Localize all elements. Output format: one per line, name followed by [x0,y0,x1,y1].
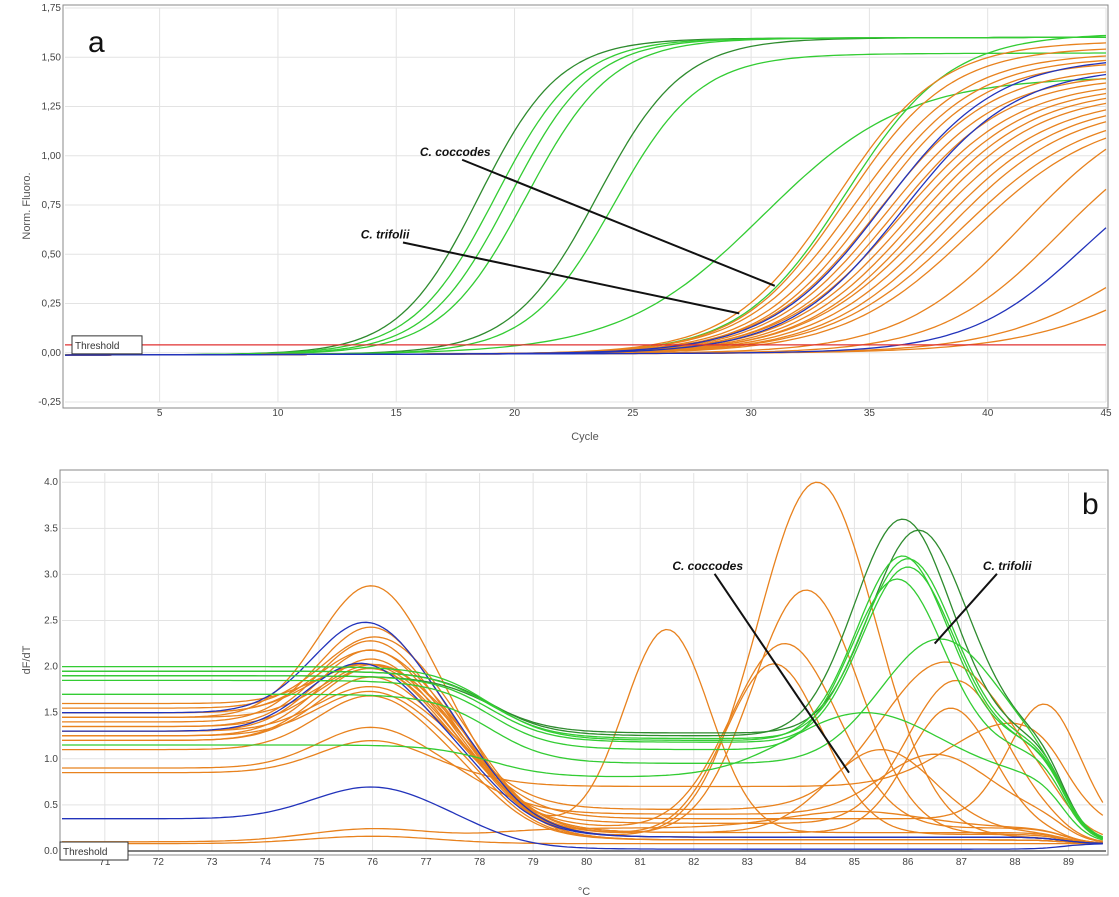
panel-b-ylabel: dF/dT [21,645,33,674]
annotation-arrow [461,158,776,287]
threshold-box [59,841,129,861]
curve-line [62,835,1103,845]
annotation-label: C. trifolii [983,559,1032,573]
panel-a-xlabel: Cycle [571,431,599,443]
x-tick-label: 5 [157,408,163,419]
annotation-arrow [402,241,740,315]
x-tick-label: 30 [746,408,758,419]
curve-line [64,227,1107,356]
curve-line [62,638,1104,838]
y-tick-label: 1.5 [44,708,58,719]
x-tick-label: 74 [260,857,272,868]
y-tick-label: 4.0 [44,477,58,488]
x-tick-label: 45 [1100,408,1112,419]
curve-line [62,558,1104,839]
x-tick-label: 85 [849,857,861,868]
panel-b-plot-frame [59,469,1109,856]
x-tick-label: 80 [581,857,593,868]
annotation-label: C. trifolii [361,227,410,241]
annotation-arrow [933,573,998,645]
panel-a-ticks: 5 10 15 20 25 30 35 40 45 -0,25 0,00 0,25 0,50 0,75 1,… [38,3,1112,419]
x-tick-label: 10 [272,408,284,419]
panel-a-curves [64,34,1107,356]
curve-line [62,722,1104,816]
x-tick-label: 88 [1009,857,1021,868]
y-tick-label: 0.0 [44,846,58,857]
panel-a-annotations: C. coccodes C. trifolii [361,145,776,315]
curve-line [62,690,1103,845]
panel-a-plot-frame [62,4,1109,409]
x-tick-label: 40 [982,408,994,419]
panel-a-label: a [88,26,105,59]
annotation-label: C. coccodes [672,559,743,573]
curve-line [62,810,1103,844]
y-tick-label: 1.0 [44,754,58,765]
curve-line [62,786,1103,850]
threshold-label: Threshold [75,341,119,352]
x-tick-label: 25 [627,408,639,419]
curve-line [62,662,1103,844]
y-tick-label: 0,50 [42,249,62,260]
x-tick-label: 79 [528,857,540,868]
x-tick-label: 78 [474,857,486,868]
curve-line [62,712,1103,841]
annotation-arrow [713,573,850,774]
y-tick-label: 3.5 [44,523,58,534]
x-tick-label: 86 [902,857,914,868]
x-tick-label: 77 [420,857,432,868]
curve-line [62,589,1103,844]
y-tick-label: 1,00 [42,151,62,162]
curve-line [62,726,1103,843]
curve-line [62,661,1104,836]
curve-line [62,642,1103,844]
y-tick-label: 0,00 [42,348,62,359]
x-tick-label: 20 [509,408,521,419]
y-tick-label: 3.0 [44,569,58,580]
curve-line [62,578,1104,840]
y-tick-label: 0,25 [42,299,62,310]
x-tick-label: 89 [1063,857,1075,868]
x-tick-label: 75 [313,857,325,868]
y-tick-label: 0.5 [44,800,58,811]
threshold-box [71,335,143,355]
panel-b-curves [62,481,1104,850]
x-tick-label: 87 [956,857,968,868]
x-tick-label: 82 [688,857,700,868]
annotation-label: C. coccodes [420,145,491,159]
x-tick-label: 84 [795,857,807,868]
panel-b-label: b [1082,488,1099,521]
panel-b-xlabel: °C [578,886,590,897]
y-tick-label: 0,75 [42,200,62,211]
panel-b-threshold: Threshold [59,841,1106,861]
panel-a-grid [65,7,1107,403]
curve-line [62,628,1103,844]
y-tick-label: 1,25 [42,102,62,113]
curve-line [62,663,1103,844]
x-tick-label: 15 [391,408,403,419]
x-tick-label: 73 [206,857,218,868]
y-tick-label: 1,75 [42,3,62,14]
threshold-label: Threshold [63,847,107,858]
x-tick-label: 81 [635,857,647,868]
y-tick-label: -0,25 [38,397,61,408]
panel-a-threshold: Threshold [65,335,1106,355]
y-tick-label: 1,50 [42,52,62,63]
x-tick-label: 72 [153,857,165,868]
panel-b-ticks: 71 72 73 74 75 76 77 78 79 80 81 82 83 84 85 86 87 88 89 0.… [44,477,1074,868]
y-tick-label: 2.0 [44,662,58,673]
x-tick-label: 83 [742,857,754,868]
curve-line [62,685,1104,820]
panel-b-chart: 71 72 73 74 75 76 77 78 79 80 81 82 83 84 85 86 87 88 89 0.… [21,469,1109,897]
x-tick-label: 35 [864,408,876,419]
x-tick-label: 71 [99,857,111,868]
x-tick-label: 76 [367,857,379,868]
panel-a-ylabel: Norm. Fluoro. [21,172,33,239]
curve-line [62,566,1104,840]
panel-a-chart: 5 10 15 20 25 30 35 40 45 -0,25 0,00 0,25 0,50 0,75 1,… [21,3,1112,443]
panel-b-annotations: C. coccodes C. trifolii [672,559,1032,774]
y-tick-label: 2.5 [44,616,58,627]
